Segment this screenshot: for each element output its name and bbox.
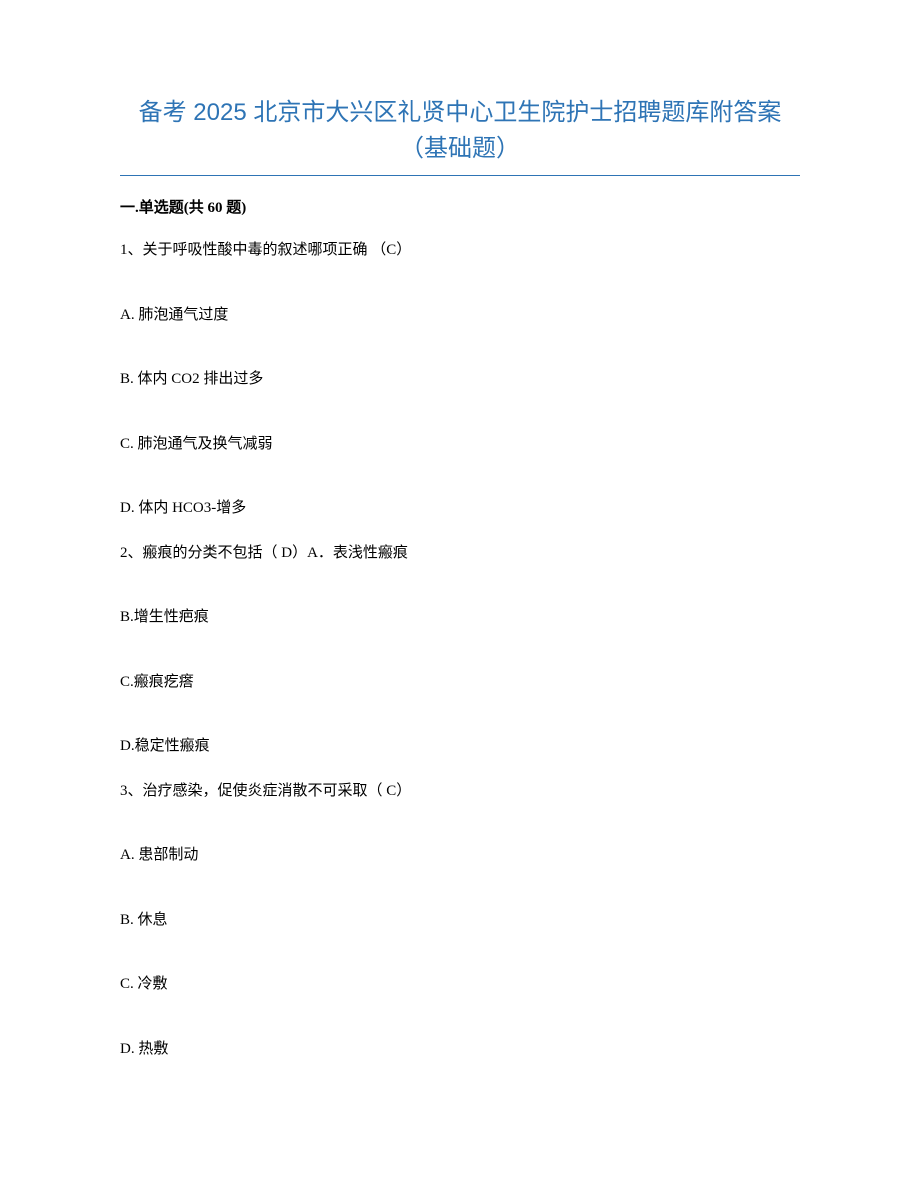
question-3-option-d: D. 热敷 bbox=[120, 1038, 800, 1061]
question-3-option-a: A. 患部制动 bbox=[120, 844, 800, 867]
section-header: 一.单选题(共 60 题) bbox=[120, 196, 800, 217]
question-3-prompt: 3、治疗感染，促使炎症消散不可采取（ C） bbox=[120, 780, 800, 803]
title-underline bbox=[120, 175, 800, 176]
question-3-option-c: C. 冷敷 bbox=[120, 973, 800, 996]
question-2-option-c: C.瘢痕疙瘩 bbox=[120, 671, 800, 694]
question-1-option-a: A. 肺泡通气过度 bbox=[120, 304, 800, 327]
question-2-option-b: B.增生性疤痕 bbox=[120, 606, 800, 629]
question-3-option-b: B. 休息 bbox=[120, 909, 800, 932]
question-1-option-b: B. 体内 CO2 排出过多 bbox=[120, 368, 800, 391]
document-title: 备考 2025 北京市大兴区礼贤中心卫生院护士招聘题库附答案（基础题） bbox=[120, 95, 800, 167]
question-2-prompt: 2、瘢痕的分类不包括（ D）A．表浅性瘢痕 bbox=[120, 542, 800, 565]
question-2-option-d: D.稳定性瘢痕 bbox=[120, 735, 800, 758]
question-1-option-c: C. 肺泡通气及换气减弱 bbox=[120, 433, 800, 456]
question-1-option-d: D. 体内 HCO3-增多 bbox=[120, 497, 800, 520]
question-1-prompt: 1、关于呼吸性酸中毒的叙述哪项正确 （C） bbox=[120, 239, 800, 262]
